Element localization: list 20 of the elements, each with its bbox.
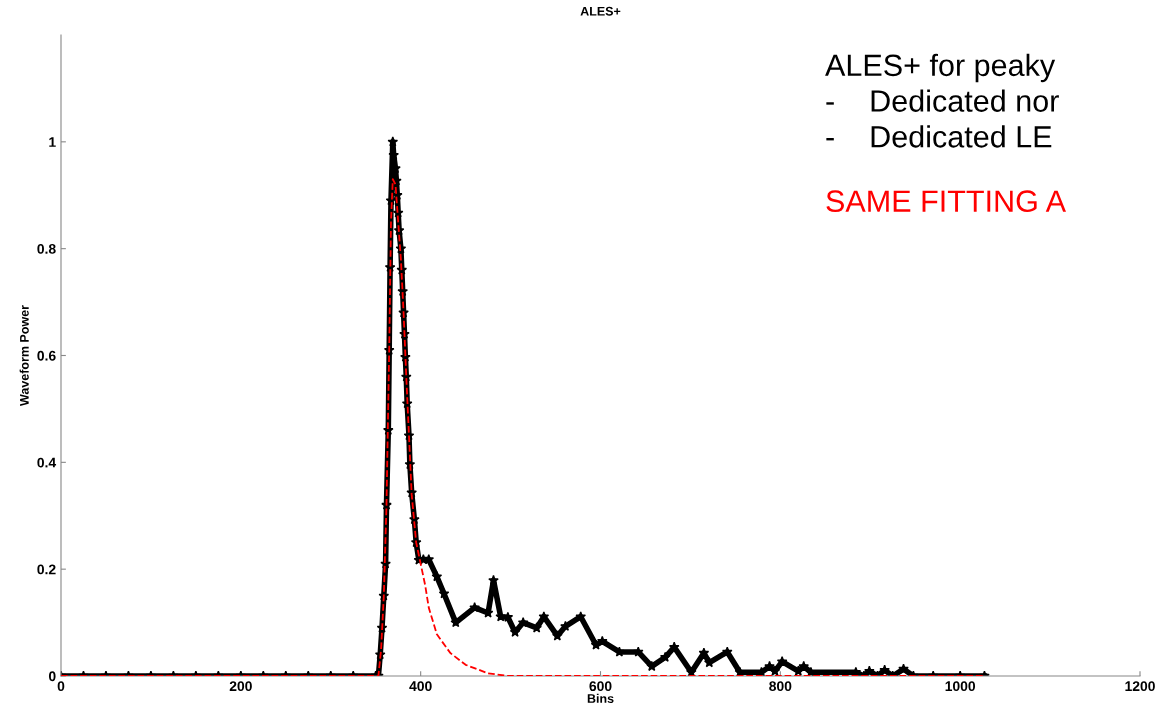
x-tick-label: 1000 (945, 681, 976, 692)
x-tick-label: 800 (769, 681, 792, 692)
y-tick-label: 0.6 (37, 350, 56, 361)
annotation: - Dedicated nor (826, 89, 1059, 112)
x-tick-label: 600 (589, 681, 612, 692)
annotation: - Dedicated LE (826, 125, 1052, 148)
x-tick-label: 1200 (1125, 681, 1155, 692)
y-tick-label: 0.4 (37, 457, 57, 468)
x-axis-title: Bins (587, 693, 614, 703)
annotation: SAME FITTING A (826, 190, 1067, 212)
y-tick-label: 1 (49, 137, 56, 147)
y-tick-label: 0.2 (37, 564, 56, 575)
x-tick-label: 200 (229, 681, 252, 692)
y-tick-label: 0.8 (37, 244, 56, 254)
annotation: ALES+ for peaky (825, 53, 1056, 83)
x-tick-label: 400 (409, 681, 432, 692)
chart-title: ALES+ (580, 6, 621, 16)
y-axis-title: Waveform Power (19, 305, 29, 406)
y-tick-label: 0 (48, 671, 56, 682)
x-tick-label: 0 (57, 681, 65, 692)
